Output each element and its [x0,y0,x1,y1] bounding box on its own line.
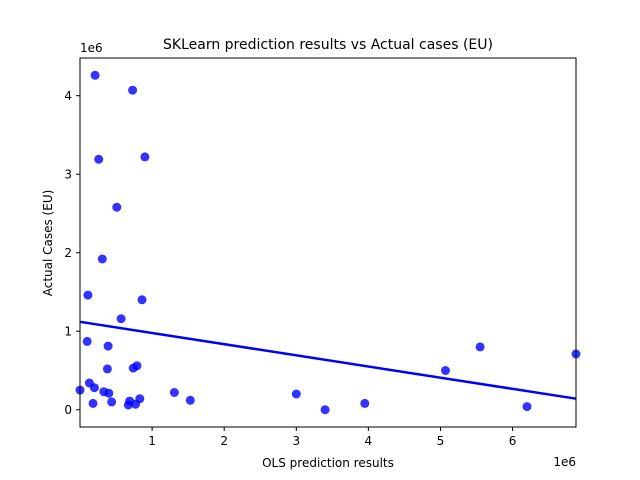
y-tick-label: 1 [64,325,72,339]
data-point [140,152,150,162]
data-point [360,398,370,408]
y-tick-label: 4 [64,89,72,103]
data-point [291,389,301,399]
chart-title: SKLearn prediction results vs Actual cas… [163,37,493,53]
regression-line [79,320,577,400]
data-point [135,394,145,404]
regression-line-layer [79,320,577,400]
x-axis-label: OLS prediction results [262,456,394,470]
data-point [320,405,330,415]
x-tick-label: 4 [365,434,373,448]
x-axis-offset-label: 1e6 [553,455,576,469]
data-point [90,70,100,80]
data-points [75,70,581,415]
data-point [83,290,93,300]
data-point [132,361,142,371]
y-tick-label: 0 [64,403,72,417]
plot-frame [79,57,577,428]
y-tick-label: 3 [64,168,72,182]
data-point [88,398,98,408]
y-axis-label: Actual Cases (EU) [41,190,55,297]
data-point [169,388,179,397]
data-point [137,295,147,305]
data-point [107,397,117,407]
data-point [102,364,112,374]
data-point [103,341,113,351]
data-point [82,336,92,346]
x-axis: 1 2 3 4 5 6 [148,427,516,448]
x-tick-label: 6 [509,434,517,448]
data-point [128,85,138,95]
data-point [89,383,99,393]
data-point [97,254,107,264]
data-point [475,342,485,352]
data-point [185,395,195,405]
data-point [116,314,126,324]
plot-area [80,58,576,427]
x-tick-label: 5 [437,434,445,448]
data-point [112,202,122,212]
data-point [522,402,532,412]
plot-background [80,58,576,427]
x-tick-label: 3 [292,434,300,448]
data-point [104,388,114,398]
data-point [94,154,104,164]
x-tick-label: 2 [220,434,228,448]
data-point [441,366,450,375]
y-tick-label: 2 [64,246,72,260]
x-tick-label: 1 [148,434,156,448]
y-axis-offset-label: 1e6 [80,41,103,55]
y-axis: 0 1 2 3 4 [64,89,80,417]
